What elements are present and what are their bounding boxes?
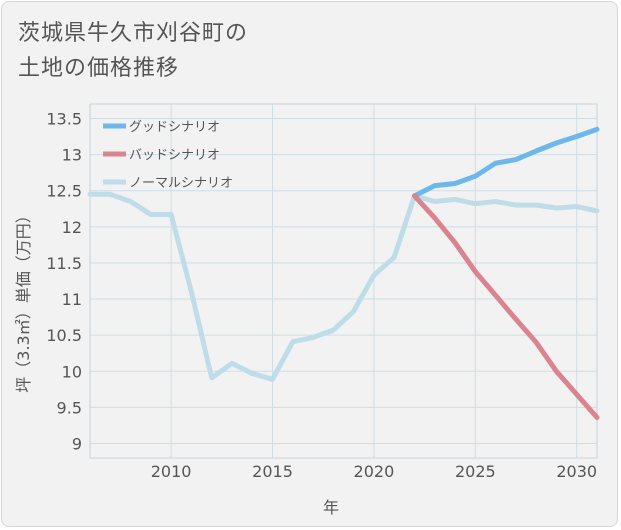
y-tick-label: 9 (72, 435, 82, 454)
y-tick-label: 10.5 (46, 326, 82, 345)
x-tick-label: 2010 (151, 462, 192, 481)
series-line-bad (412, 193, 600, 420)
y-tick-label: 10 (62, 362, 82, 381)
chart-title-line-1: 茨城県牛久市刈谷町の (18, 21, 249, 46)
series-line-normal (87, 191, 600, 382)
legend-label-bad: バッドシナリオ (129, 148, 220, 163)
y-tick-label: 13.5 (46, 109, 82, 128)
x-tick-label: 2020 (354, 462, 395, 481)
y-tick-label: 11.5 (46, 254, 82, 273)
y-tick-label: 12.5 (46, 182, 82, 201)
y-tick-label: 9.5 (57, 398, 82, 417)
x-tick-labels: 2010 2015 2020 2025 2030 (151, 462, 597, 481)
x-tick-label: 2030 (556, 462, 597, 481)
grid (90, 104, 597, 458)
series-lines (87, 126, 600, 420)
legend-label-normal: ノーマルシナリオ (129, 176, 233, 191)
series-line-good (412, 126, 600, 199)
legend-label-good: グッドシナリオ (129, 120, 220, 135)
y-tick-label: 11 (62, 290, 82, 309)
x-axis-title: 年 (323, 498, 339, 517)
y-tick-label: 12 (62, 218, 82, 237)
plot-frame (89, 103, 598, 459)
y-tick-label: 13 (62, 146, 82, 165)
x-tick-label: 2025 (455, 462, 496, 481)
chart-title-line-2: 土地の価格推移 (18, 56, 180, 81)
chart-title: 茨城県牛久市刈谷町の 土地の価格推移 (18, 16, 248, 86)
y-tick-labels: 9 9.5 10 10.5 11 11.5 12 12.5 13 13.5 (46, 109, 82, 453)
y-axis-title: 坪（3.3㎡）単価（万円） (14, 207, 33, 392)
x-tick-label: 2015 (252, 462, 293, 481)
